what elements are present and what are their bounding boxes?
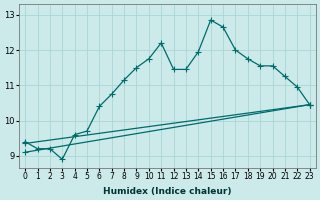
X-axis label: Humidex (Indice chaleur): Humidex (Indice chaleur)	[103, 187, 232, 196]
